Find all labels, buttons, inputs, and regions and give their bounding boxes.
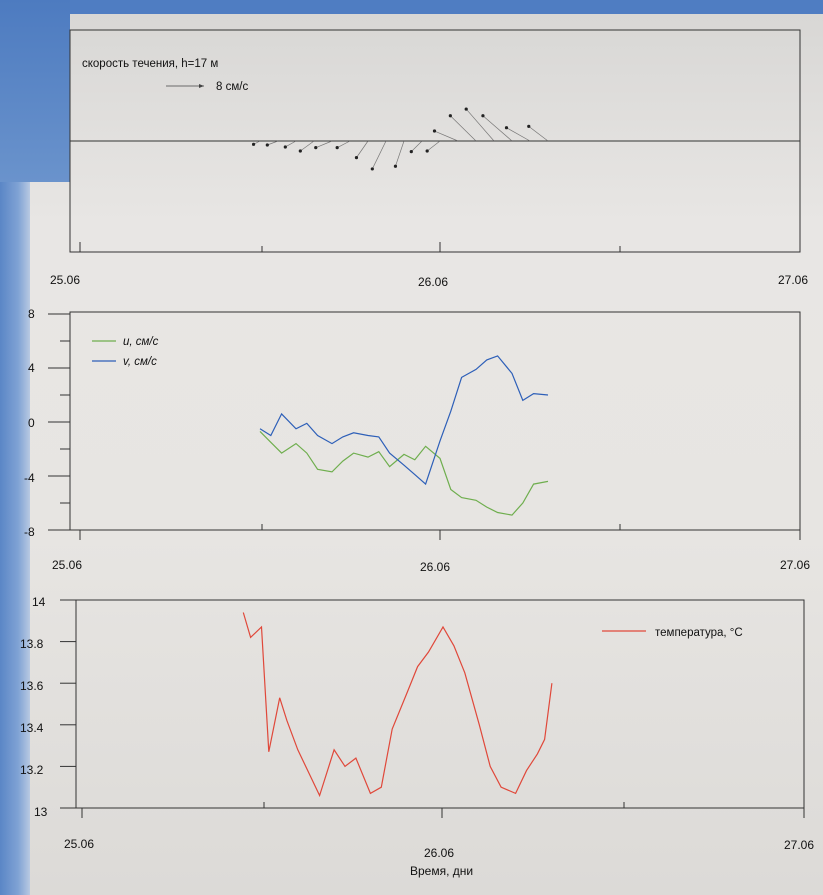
p2-ytick-4: 4: [28, 361, 35, 375]
current-stick-head: [393, 164, 398, 168]
panel1-date-25: 25.06: [50, 273, 80, 287]
panel1-date-27: 27.06: [778, 273, 808, 287]
x-axis-title: Время, дни: [410, 864, 473, 878]
current-stick: [337, 140, 351, 148]
p2-ytick-m4: -4: [24, 471, 35, 485]
current-stick-head: [370, 167, 374, 171]
current-stick-head: [265, 143, 269, 147]
current-stick: [285, 140, 297, 148]
legend-temp: температура, °С: [655, 627, 743, 639]
p2-ytick-8: 8: [28, 307, 35, 321]
p3-ytick-13-4: 13.4: [20, 721, 44, 735]
panel2-date-26: 26.06: [420, 560, 450, 574]
current-stick-head: [354, 156, 359, 160]
current-stick: [300, 140, 315, 152]
panel2-frame: [69, 311, 801, 531]
scale-arrow-head: [199, 84, 204, 88]
series-temp-line: [242, 612, 553, 798]
current-sticks: [251, 107, 549, 171]
slide-corner-block: [0, 0, 70, 182]
p3-ytick-13-6: 13.6: [20, 679, 44, 693]
current-stick: [315, 140, 333, 148]
current-stick: [395, 140, 405, 167]
current-stick: [482, 115, 513, 142]
current-stick-head: [448, 114, 452, 118]
panel1-title: скорость течения, h=17 м: [82, 58, 218, 70]
current-stick: [450, 115, 477, 142]
current-stick-head: [504, 126, 509, 130]
current-stick-head: [298, 149, 302, 153]
panel3-date-25: 25.06: [64, 837, 94, 851]
current-stick-head: [432, 129, 437, 133]
current-stick: [426, 140, 441, 152]
p3-ytick-13-8: 13.8: [20, 637, 44, 651]
current-stick: [434, 130, 459, 142]
current-stick: [356, 140, 369, 158]
current-stick-head: [251, 142, 256, 146]
slide-top-border: [0, 0, 823, 14]
series-u-line: [259, 430, 549, 516]
panel3-date-26: 26.06: [424, 846, 454, 860]
panel3-date-27: 27.06: [784, 838, 814, 852]
current-stick-head: [283, 145, 287, 149]
scale-label: 8 см/с: [216, 81, 248, 93]
panel1-date-26: 26.06: [418, 275, 448, 289]
legend-u: u, см/с: [123, 336, 159, 348]
current-stick-head: [335, 146, 339, 150]
current-stick: [528, 126, 549, 142]
series-v-line: [259, 355, 549, 486]
panel-current-vectors: скорость течения, h=17 м 8 см/с 25.06 26…: [50, 29, 808, 289]
current-stick-head: [527, 124, 531, 128]
p3-ytick-13-2: 13.2: [20, 763, 44, 777]
current-stick-head: [425, 149, 429, 153]
p3-ytick-14: 14: [32, 595, 46, 609]
current-stick: [372, 140, 387, 170]
p2-ytick-m8: -8: [24, 525, 35, 539]
p2-ytick-0: 0: [28, 416, 35, 430]
panel2-date-25: 25.06: [52, 558, 82, 572]
panel-uv: 8 4 0 -4 -8 u, см/с v, см/с 25.06 26.06 …: [24, 307, 810, 574]
panel2-date-27: 27.06: [780, 558, 810, 572]
current-stick: [465, 108, 495, 142]
p3-ytick-13: 13: [34, 805, 48, 819]
current-stick-head: [481, 114, 485, 118]
current-stick: [267, 140, 279, 146]
current-stick: [506, 127, 531, 142]
panel-temperature: 14 13.8 13.6 13.4 13.2 13 температура, °…: [20, 595, 814, 878]
legend-v: v, см/с: [123, 356, 157, 368]
current-stick-head: [464, 107, 468, 111]
current-stick-head: [409, 150, 413, 154]
current-stick-head: [314, 146, 318, 150]
current-stick: [411, 140, 423, 152]
panel3-frame: [75, 599, 805, 809]
